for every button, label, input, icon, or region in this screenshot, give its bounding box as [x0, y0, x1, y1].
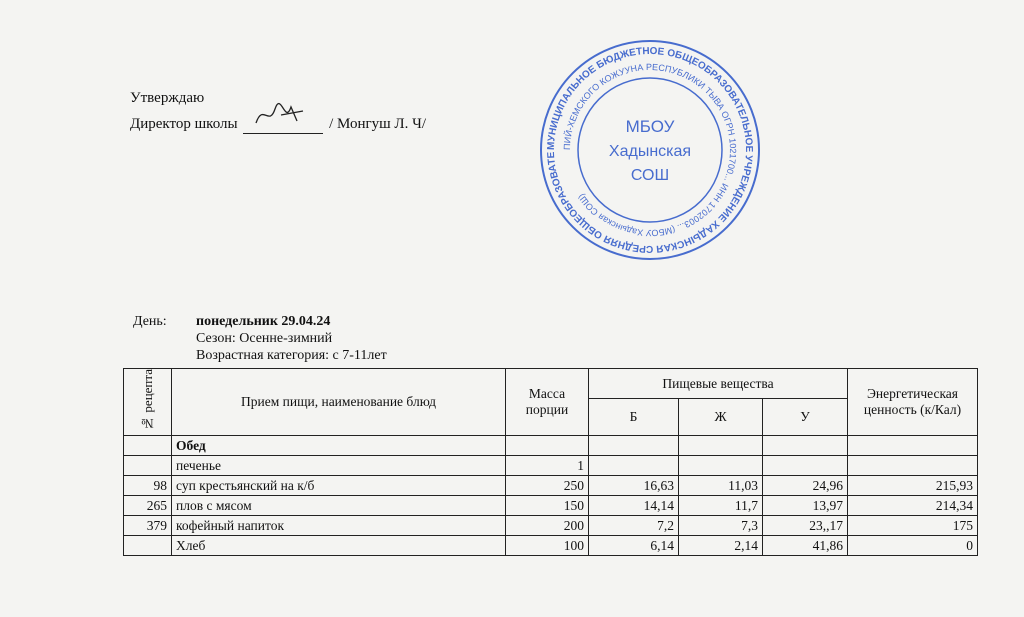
svg-text:СОШ: СОШ [631, 167, 669, 184]
day-label: День: [133, 314, 167, 329]
cell-name: кофейный напиток [171, 515, 506, 536]
cell-b [588, 455, 679, 476]
cell-u: 24,96 [762, 475, 848, 496]
approval-director: Директор школы / Монгуш Л. Ч/ [130, 102, 427, 134]
cell-zh: 11,7 [678, 495, 763, 516]
cell-recipe [123, 435, 172, 456]
age-category: Возрастная категория: с 7-11лет [196, 348, 387, 363]
table-row: 265 плов с мясом 150 14,14 11,7 13,97 214,34 [123, 495, 978, 516]
cell-name: суп крестьянский на к/б [171, 475, 506, 496]
season: Сезон: Осенне-зимний [196, 331, 333, 346]
signature-icon [255, 102, 304, 124]
header-mass: Масса порции [505, 368, 589, 436]
table-row: 379 кофейный напиток 200 7,2 7,3 23,,17 175 [123, 515, 978, 536]
signature-line [243, 102, 324, 134]
svg-text:МБОУ: МБОУ [626, 117, 675, 136]
cell-u [762, 455, 848, 476]
cell-mass [505, 435, 589, 456]
cell-b: 6,14 [588, 535, 679, 556]
school-stamp: МУНИЦИПАЛЬНОЕ БЮДЖЕТНОЕ ОБЩЕОБРАЗОВАТЕЛЬ… [540, 40, 760, 260]
header-u: У [762, 398, 848, 436]
cell-mass: 250 [505, 475, 589, 496]
cell-energy: 215,93 [847, 475, 978, 496]
cell-name: Обед [171, 435, 506, 456]
table-row: печенье 1 [123, 455, 978, 476]
cell-mass: 1 [505, 455, 589, 476]
day-value: понедельник 29.04.24 [196, 314, 331, 329]
cell-zh: 11,03 [678, 475, 763, 496]
cell-b: 7,2 [588, 515, 679, 536]
cell-u: 23,,17 [762, 515, 848, 536]
header-recipe: № рецепта [123, 368, 172, 436]
table-row: Хлеб 100 6,14 2,14 41,86 0 [123, 535, 978, 556]
cell-mass: 100 [505, 535, 589, 556]
cell-zh: 7,3 [678, 515, 763, 536]
cell-zh: 2,14 [678, 535, 763, 556]
cell-energy: 0 [847, 535, 978, 556]
cell-energy: 175 [847, 515, 978, 536]
header-zh: Ж [678, 398, 763, 436]
cell-recipe: 98 [123, 475, 172, 496]
cell-recipe [123, 455, 172, 476]
cell-b: 16,63 [588, 475, 679, 496]
cell-recipe: 379 [123, 515, 172, 536]
header-nutrients: Пищевые вещества [588, 368, 848, 399]
cell-energy [847, 435, 978, 456]
cell-zh [678, 435, 763, 456]
header-meal: Прием пищи, наименование блюд [171, 368, 506, 436]
header-b: Б [588, 398, 679, 436]
cell-name: плов с мясом [171, 495, 506, 516]
cell-mass: 150 [505, 495, 589, 516]
cell-mass: 200 [505, 515, 589, 536]
svg-text:Хадынская: Хадынская [609, 143, 691, 160]
approval-title: Утверждаю [130, 90, 205, 106]
cell-u [762, 435, 848, 456]
cell-energy: 214,34 [847, 495, 978, 516]
cell-energy [847, 455, 978, 476]
cell-b [588, 435, 679, 456]
cell-u: 13,97 [762, 495, 848, 516]
menu-table: № рецепта Прием пищи, наименование блюд … [123, 368, 978, 556]
table-row: 98 суп крестьянский на к/б 250 16,63 11,03 24… [123, 475, 978, 496]
director-label: Директор школы [130, 116, 238, 132]
cell-zh [678, 455, 763, 476]
cell-u: 41,86 [762, 535, 848, 556]
header-energy: Энергетическая ценность (к/Кал) [847, 368, 978, 436]
cell-recipe: 265 [123, 495, 172, 516]
director-name: / Монгуш Л. Ч/ [329, 116, 427, 132]
cell-recipe [123, 535, 172, 556]
cell-name: печенье [171, 455, 506, 476]
cell-name: Хлеб [171, 535, 506, 556]
cell-b: 14,14 [588, 495, 679, 516]
table-row: Обед [123, 435, 978, 456]
